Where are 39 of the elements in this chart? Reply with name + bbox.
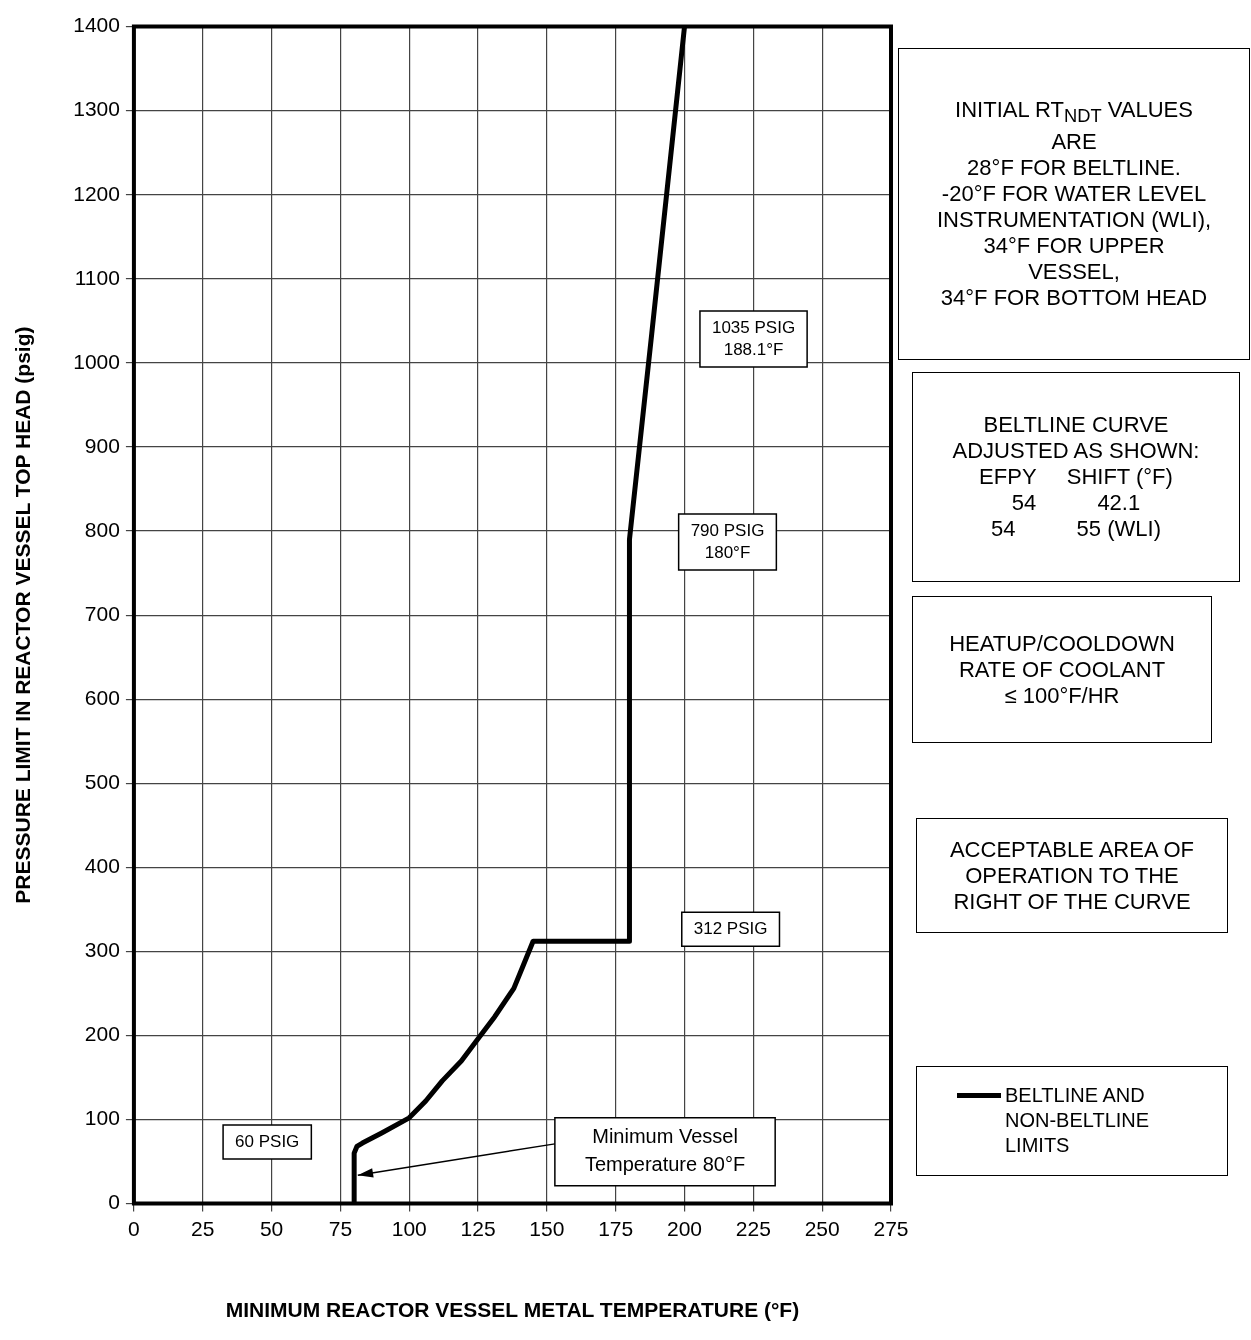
y-tick-label: 700 [84,601,120,625]
annotation: 312 PSIG [693,919,768,939]
x-tick-label: 200 [667,1217,703,1240]
x-tick-label: 225 [735,1217,771,1240]
y-tick-label: 1100 [74,265,120,289]
x-tick-label: 100 [391,1217,427,1240]
y-axis-title: PRESSURE LIMIT IN REACTOR VESSEL TOP HEAD (psig) [11,326,35,904]
text: HEATUP/COOLDOWN RATE OF COOLANT ≤ 100°F/HR [949,630,1175,709]
x-tick-label: 250 [804,1217,840,1240]
legend-label: BELTLINE AND NON-BELTLINE LIMITS [1005,1083,1151,1158]
y-tick-label: 400 [84,854,120,878]
x-tick-label: 275 [873,1217,909,1240]
annotation: 60 PSIG [235,1131,300,1151]
y-tick-label: 900 [84,433,120,457]
x-axis-title: MINIMUM REACTOR VESSEL METAL TEMPERATURE (°F) [225,1298,800,1322]
y-tick-label: 1400 [73,13,120,37]
x-tick-label: 50 [259,1217,284,1240]
y-tick-label: 1200 [73,181,120,205]
text: ACCEPTABLE AREA OF OPERATION TO THE RIGHT OF THE CURVE [949,836,1195,915]
y-tick-label: 600 [84,685,120,709]
annotation: 1035 PSIG 188.1°F [711,317,796,359]
y-tick-label: 300 [84,938,120,962]
x-tick-label: 125 [460,1217,496,1240]
annotation: 790 PSIG 180°F [690,520,765,562]
text: BELTLINE CURVE ADJUSTED AS SHOWN: EFPY SHIFT (°F) 54 42.1 54 55 (WLI) [952,412,1200,542]
x-tick-label: 25 [191,1217,215,1240]
y-tick-label: 1000 [73,349,120,373]
y-tick-label: 100 [84,1106,120,1130]
x-tick-label: 175 [598,1217,634,1240]
text: INITIAL RT$_{NDT}$ VALUES ARE 28°F FOR BELTLINE. -20°F FOR WATER LEVEL INSTRUMENTATION (WLI), 34°F FOR UPPER VESSEL, 34°F FOR BOTTOM HEAD [936,96,1212,311]
y-tick-label: 200 [84,1022,120,1046]
annotation: Minimum Vessel Temperature 80°F [584,1125,746,1176]
y-tick-label: 1300 [73,97,120,121]
x-tick-label: 75 [328,1217,353,1240]
x-tick-label: 0 [128,1217,140,1240]
y-tick-label: 500 [84,770,120,794]
y-tick-label: 0 [108,1190,120,1214]
x-tick-label: 150 [529,1217,565,1240]
y-tick-label: 800 [84,517,120,541]
